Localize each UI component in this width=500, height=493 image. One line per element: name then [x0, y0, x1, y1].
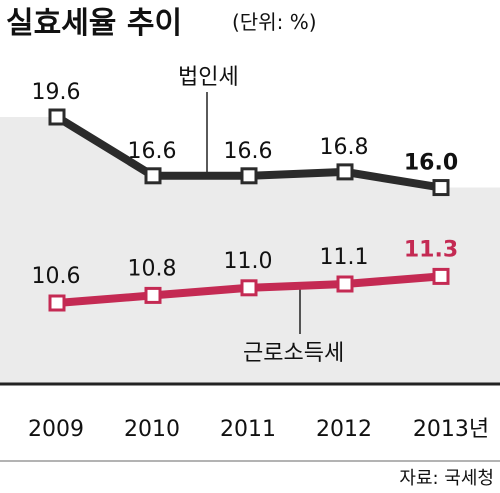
corporate-area [0, 117, 500, 384]
x-tick-2010: 2010 [124, 417, 180, 442]
source-note: 자료: 국세청 [399, 468, 494, 489]
income-point-2013 [432, 267, 450, 285]
corporate-label-2011: 16.6 [224, 139, 273, 164]
x-tick-2012: 2012 [316, 417, 372, 442]
corporate-point-2009 [48, 108, 66, 126]
income-label-2010: 10.8 [128, 256, 177, 281]
income-label-2013: 11.3 [404, 237, 458, 262]
corporate-label-2010: 16.6 [128, 139, 177, 164]
corporate-label-2009: 19.6 [32, 80, 81, 105]
corporate-point-2010 [144, 167, 162, 185]
unit-label: (단위: %) [232, 10, 317, 34]
income-point-2011 [240, 279, 258, 297]
income-series-name: 근로소득세 [243, 341, 344, 366]
x-tick-2011: 2011 [220, 417, 276, 442]
corporate-point-2012 [336, 163, 354, 181]
chart-title: 실효세율 추이 [6, 6, 182, 41]
x-tick-2009: 2009 [28, 417, 84, 442]
corporate-point-2011 [240, 167, 258, 185]
income-point-2010 [144, 286, 162, 304]
income-point-2009 [48, 294, 66, 312]
income-label-2009: 10.6 [32, 264, 81, 289]
x-tick-2013: 2013년 [413, 417, 489, 442]
corporate-point-2013 [432, 179, 450, 197]
income-label-2011: 11.0 [224, 249, 273, 274]
income-label-2012: 11.1 [320, 245, 369, 270]
income-point-2012 [336, 275, 354, 293]
corporate-label-2012: 16.8 [320, 135, 369, 160]
corporate-series-name: 법인세 [178, 65, 239, 90]
corporate-label-2013: 16.0 [404, 151, 458, 176]
